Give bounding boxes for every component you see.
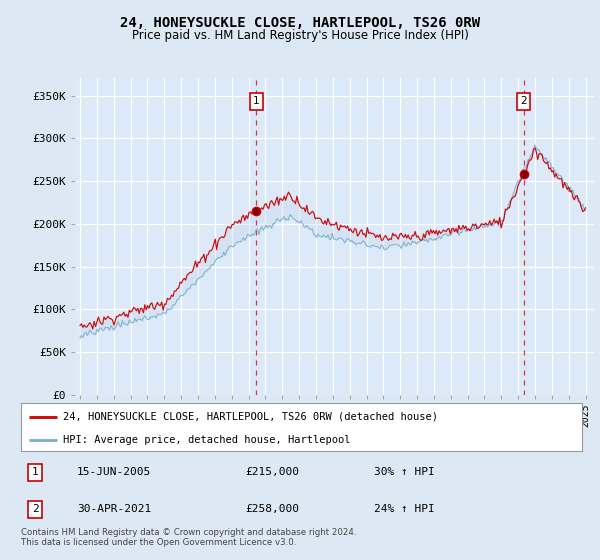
Text: 30-APR-2021: 30-APR-2021 bbox=[77, 505, 151, 514]
Text: Price paid vs. HM Land Registry's House Price Index (HPI): Price paid vs. HM Land Registry's House … bbox=[131, 29, 469, 42]
Text: 2: 2 bbox=[520, 96, 527, 106]
Text: 30% ↑ HPI: 30% ↑ HPI bbox=[374, 467, 435, 477]
Text: 24, HONEYSUCKLE CLOSE, HARTLEPOOL, TS26 0RW: 24, HONEYSUCKLE CLOSE, HARTLEPOOL, TS26 … bbox=[120, 16, 480, 30]
Text: HPI: Average price, detached house, Hartlepool: HPI: Average price, detached house, Hart… bbox=[63, 435, 350, 445]
Text: 1: 1 bbox=[32, 467, 38, 477]
Text: £215,000: £215,000 bbox=[245, 467, 299, 477]
Text: 24, HONEYSUCKLE CLOSE, HARTLEPOOL, TS26 0RW (detached house): 24, HONEYSUCKLE CLOSE, HARTLEPOOL, TS26 … bbox=[63, 412, 438, 422]
Text: £258,000: £258,000 bbox=[245, 505, 299, 514]
Text: 24% ↑ HPI: 24% ↑ HPI bbox=[374, 505, 435, 514]
Text: Contains HM Land Registry data © Crown copyright and database right 2024.
This d: Contains HM Land Registry data © Crown c… bbox=[21, 528, 356, 547]
Text: 2: 2 bbox=[32, 505, 38, 514]
Text: 15-JUN-2005: 15-JUN-2005 bbox=[77, 467, 151, 477]
Text: 1: 1 bbox=[253, 96, 260, 106]
